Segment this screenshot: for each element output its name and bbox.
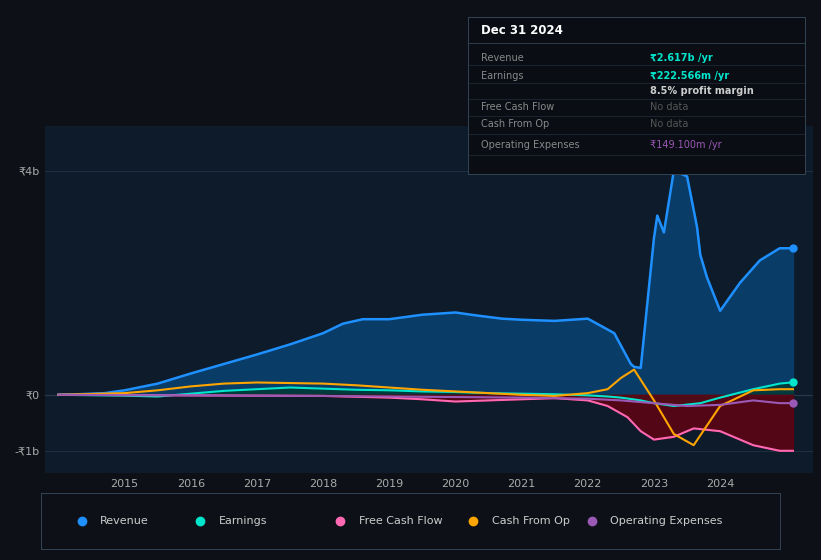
Text: Free Cash Flow: Free Cash Flow xyxy=(481,102,555,112)
Text: Free Cash Flow: Free Cash Flow xyxy=(359,516,443,526)
Text: Cash From Op: Cash From Op xyxy=(481,119,550,129)
Text: Operating Expenses: Operating Expenses xyxy=(610,516,722,526)
Text: Dec 31 2024: Dec 31 2024 xyxy=(481,25,563,38)
Text: No data: No data xyxy=(649,119,688,129)
Text: 8.5% profit margin: 8.5% profit margin xyxy=(649,86,754,96)
Text: Cash From Op: Cash From Op xyxy=(492,516,570,526)
Text: Earnings: Earnings xyxy=(481,71,524,81)
Text: Revenue: Revenue xyxy=(100,516,149,526)
Text: Revenue: Revenue xyxy=(481,53,524,63)
Text: Operating Expenses: Operating Expenses xyxy=(481,139,580,150)
Text: Earnings: Earnings xyxy=(218,516,267,526)
Text: ₹2.617b /yr: ₹2.617b /yr xyxy=(649,53,713,63)
Text: No data: No data xyxy=(649,102,688,112)
Text: ₹149.100m /yr: ₹149.100m /yr xyxy=(649,139,722,150)
Text: ₹222.566m /yr: ₹222.566m /yr xyxy=(649,71,729,81)
